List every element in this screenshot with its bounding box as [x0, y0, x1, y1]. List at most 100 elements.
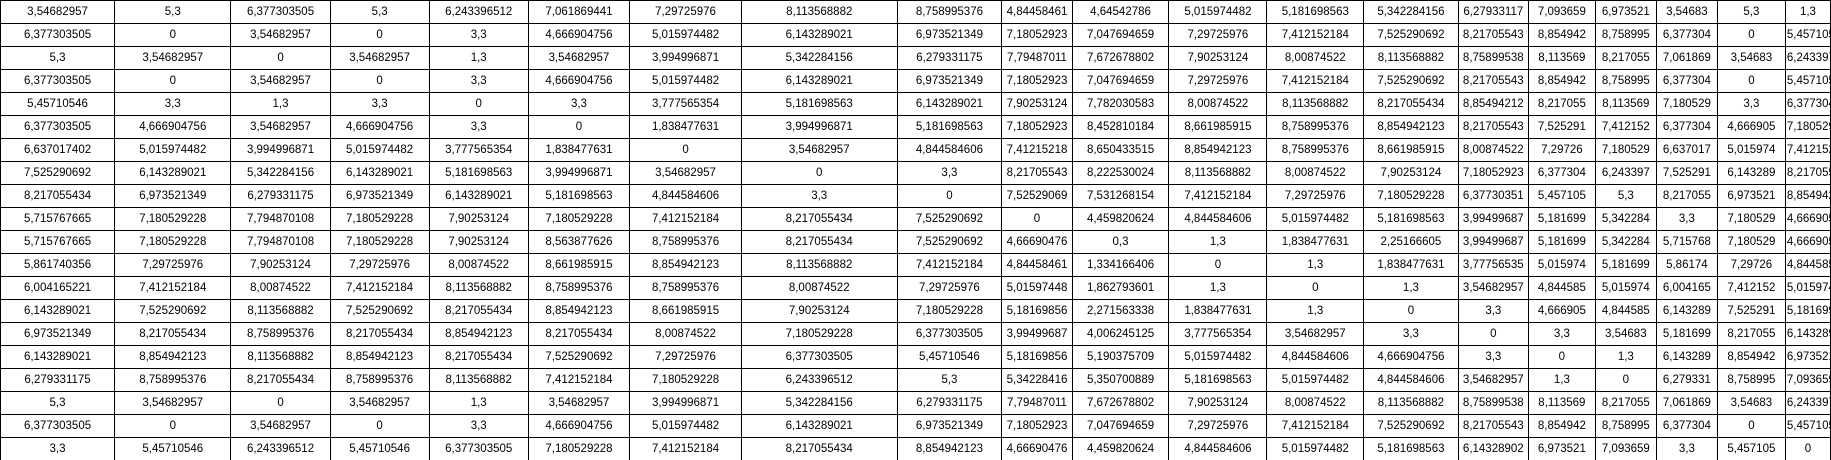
table-cell[interactable]: 6,14328902	[1457, 437, 1529, 460]
table-cell[interactable]: 4,844584606	[1168, 207, 1268, 231]
table-cell[interactable]: 1,3	[1266, 299, 1365, 323]
table-cell[interactable]: 8,113569	[1594, 92, 1657, 116]
table-cell[interactable]: 4,666904756	[527, 23, 631, 47]
table-cell[interactable]: 6,143289021	[896, 92, 1003, 116]
table-cell[interactable]: 5,015974482	[629, 23, 742, 47]
table-cell[interactable]: 6,377303505	[0, 414, 116, 438]
table-cell[interactable]: 6,377304	[1655, 23, 1718, 47]
table-cell[interactable]: 0	[740, 161, 898, 185]
table-cell[interactable]: 6,243397	[1784, 391, 1831, 415]
table-cell[interactable]: 8,758995	[1594, 23, 1657, 47]
table-cell[interactable]: 7,18052923	[1001, 23, 1073, 47]
table-cell[interactable]: 8,217055	[1594, 391, 1657, 415]
table-cell[interactable]: 6,279331175	[896, 391, 1003, 415]
table-cell[interactable]: 6,973521349	[896, 23, 1003, 47]
table-cell[interactable]: 8,758995376	[527, 276, 631, 300]
table-cell[interactable]: 5,457105	[1527, 184, 1596, 208]
table-cell[interactable]: 7,29725976	[896, 276, 1003, 300]
table-cell[interactable]: 3,3	[740, 184, 898, 208]
table-cell[interactable]: 7,782030583	[1071, 92, 1170, 116]
table-cell[interactable]: 8,217055	[1594, 46, 1657, 70]
table-cell[interactable]: 7,093659	[1594, 437, 1657, 460]
table-cell[interactable]: 3,54682957	[230, 69, 331, 93]
table-cell[interactable]: 0	[1594, 368, 1657, 392]
table-cell[interactable]: 4,459820624	[1071, 437, 1170, 460]
table-cell[interactable]: 5,715767665	[0, 230, 116, 254]
table-cell[interactable]: 7,29725976	[629, 345, 742, 369]
table-cell[interactable]: 3,54683	[1594, 322, 1657, 346]
table-cell[interactable]: 7,412152184	[527, 368, 631, 392]
table-cell[interactable]: 4,844585	[1784, 253, 1831, 277]
table-cell[interactable]: 7,180529	[1716, 207, 1786, 231]
table-cell[interactable]: 7,180529228	[527, 437, 631, 460]
table-cell[interactable]: 6,377303505	[740, 345, 898, 369]
table-cell[interactable]: 5,015974482	[629, 414, 742, 438]
table-cell[interactable]: 5,015974482	[1266, 437, 1365, 460]
table-cell[interactable]: 3,54682957	[629, 161, 742, 185]
table-cell[interactable]: 7,525291	[1655, 161, 1718, 185]
table-cell[interactable]: 7,061869441	[527, 0, 631, 24]
table-cell[interactable]: 2,271563338	[1071, 299, 1170, 323]
table-cell[interactable]: 8,854942	[1527, 414, 1596, 438]
table-cell[interactable]: 1,838477631	[1168, 299, 1268, 323]
table-cell[interactable]: 7,093659	[1784, 368, 1831, 392]
table-cell[interactable]: 8,21705543	[1457, 69, 1529, 93]
table-cell[interactable]: 6,637017402	[0, 138, 116, 162]
table-cell[interactable]: 6,143289021	[740, 23, 898, 47]
table-cell[interactable]: 8,113568882	[1363, 46, 1459, 70]
table-cell[interactable]: 1,3	[1168, 276, 1268, 300]
table-cell[interactable]: 4,666904756	[527, 414, 631, 438]
table-cell[interactable]: 7,29726	[1527, 138, 1596, 162]
table-cell[interactable]: 7,29725976	[114, 253, 232, 277]
table-cell[interactable]: 3,3	[527, 92, 631, 116]
table-cell[interactable]: 3,994996871	[740, 115, 898, 139]
table-cell[interactable]: 5,350700889	[1071, 368, 1170, 392]
table-cell[interactable]: 4,666904756	[1363, 345, 1459, 369]
table-cell[interactable]: 8,217055434	[428, 345, 529, 369]
table-cell[interactable]: 5,34228416	[1001, 368, 1073, 392]
table-cell[interactable]: 5,181698563	[1266, 0, 1365, 24]
table-cell[interactable]: 7,412152184	[329, 276, 430, 300]
table-cell[interactable]: 8,854942123	[329, 345, 430, 369]
table-cell[interactable]: 3,3	[428, 69, 529, 93]
table-cell[interactable]: 3,54682957	[1266, 322, 1365, 346]
table-cell[interactable]: 8,00874522	[740, 276, 898, 300]
table-cell[interactable]: 1,3	[428, 391, 529, 415]
table-cell[interactable]: 3,3	[0, 437, 116, 460]
table-cell[interactable]: 7,18052923	[1457, 161, 1529, 185]
table-cell[interactable]: 8,113568882	[740, 253, 898, 277]
table-cell[interactable]: 8,21705543	[1457, 115, 1529, 139]
table-cell[interactable]: 3,54682957	[1457, 368, 1529, 392]
table-cell[interactable]: 6,377303505	[0, 69, 116, 93]
table-cell[interactable]: 3,99499687	[1457, 230, 1529, 254]
table-cell[interactable]: 5,015974482	[1266, 207, 1365, 231]
table-cell[interactable]: 3,54682957	[527, 391, 631, 415]
table-cell[interactable]: 0	[1457, 322, 1529, 346]
table-cell[interactable]: 8,75899538	[1457, 46, 1529, 70]
table-cell[interactable]: 6,973521	[1716, 184, 1786, 208]
table-cell[interactable]: 6,973521	[1784, 345, 1831, 369]
table-cell[interactable]: 4,666905	[1716, 115, 1786, 139]
table-cell[interactable]: 5,190375709	[1071, 345, 1170, 369]
table-cell[interactable]: 7,29725976	[1266, 184, 1365, 208]
table-cell[interactable]: 5,457105	[1784, 69, 1831, 93]
table-cell[interactable]: 4,64542786	[1071, 0, 1170, 24]
table-cell[interactable]: 6,637017	[1655, 138, 1718, 162]
table-cell[interactable]: 5,45710546	[114, 437, 232, 460]
table-cell[interactable]: 8,113568882	[230, 299, 331, 323]
table-cell[interactable]: 7,180529	[1655, 92, 1718, 116]
table-cell[interactable]: 8,854942123	[1168, 138, 1268, 162]
table-cell[interactable]: 7,525290692	[329, 299, 430, 323]
table-cell[interactable]: 7,180529228	[329, 230, 430, 254]
table-cell[interactable]: 7,672678802	[1071, 391, 1170, 415]
table-cell[interactable]: 7,79487011	[1001, 391, 1073, 415]
table-cell[interactable]: 8,113568882	[740, 0, 898, 24]
table-cell[interactable]: 8,113568882	[428, 276, 529, 300]
table-cell[interactable]: 4,844585	[1527, 276, 1596, 300]
table-cell[interactable]: 5,45710546	[329, 437, 430, 460]
table-cell[interactable]: 5,861740356	[0, 253, 116, 277]
table-cell[interactable]: 0,3	[1071, 230, 1170, 254]
table-cell[interactable]: 7,180529228	[740, 322, 898, 346]
table-cell[interactable]: 0	[1001, 207, 1073, 231]
table-cell[interactable]: 6,004165221	[0, 276, 116, 300]
